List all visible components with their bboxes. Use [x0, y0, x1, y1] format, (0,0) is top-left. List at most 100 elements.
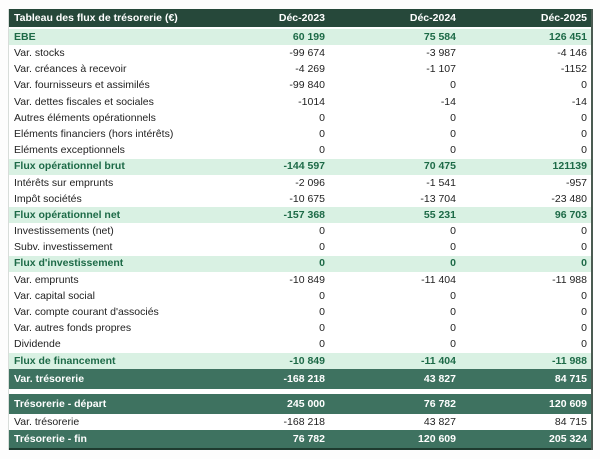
cell-value: -957: [565, 177, 587, 189]
row-label: Var. trésorerie: [14, 373, 85, 385]
table-row: Var. capital social 0 0 0: [9, 288, 591, 305]
table-row: Autres éléments opérationnels 0 0 0: [9, 109, 591, 127]
cell-value: 96 703: [554, 209, 587, 221]
column-header-dec-2025: Déc-2025: [540, 12, 587, 24]
cell-value: -11 988: [552, 274, 587, 286]
cell-value: 0: [319, 339, 325, 350]
cell-value: -157 368: [283, 209, 325, 221]
row-label: Eléments financiers (hors intérêts): [14, 128, 174, 140]
cell-value: -2 096: [295, 177, 325, 189]
cell-value: 84 715: [554, 373, 587, 385]
table-row: Var. créances à recevoir -4 269 -1 107 -115…: [9, 61, 591, 78]
cell-value: 0: [450, 80, 456, 91]
row-label: Flux opérationnel brut: [14, 161, 125, 172]
cell-value: 76 782: [423, 398, 456, 410]
cell-value: 0: [319, 112, 325, 124]
cell-value: 0: [450, 323, 456, 334]
table-row: Var. trésorerie -168 218 43 827 84 715: [9, 413, 591, 431]
row-label: Var. emprunts: [14, 274, 79, 286]
cell-value: 43 827: [423, 416, 456, 428]
cell-value: 84 715: [554, 416, 587, 428]
cell-value: -10 849: [289, 355, 325, 367]
table-row: Trésorerie - départ 245 000 76 782 120 609: [9, 393, 591, 414]
table-row: Eléments exceptionnels 0 0 0: [9, 142, 591, 159]
cell-value: 0: [450, 339, 456, 350]
cell-value: -3 987: [426, 48, 456, 59]
column-header-dec-2023: Déc-2023: [278, 12, 325, 24]
table-row: Var. fournisseurs et assimilés -99 840 0 0: [9, 77, 591, 94]
cash-flow-table: Tableau des flux de trésorerie (€) Déc-2…: [8, 9, 593, 451]
row-label: Flux d'investissement: [14, 258, 124, 269]
cell-value: -1152: [560, 64, 587, 75]
row-label: Flux de financement: [14, 355, 116, 367]
row-label: Trésorerie - départ: [14, 398, 107, 410]
cell-value: 55 231: [423, 209, 456, 221]
cell-value: 0: [581, 226, 587, 237]
table-body: EBE 60 199 75 584 126 451 Var. stocks -99 674…: [9, 29, 591, 451]
row-label: Var. créances à recevoir: [14, 64, 127, 75]
cell-value: -11 988: [551, 355, 587, 367]
table-row: Var. stocks -99 674 -3 987 -4 146: [9, 45, 591, 62]
cell-value: -10 849: [289, 274, 325, 286]
cell-value: -1 541: [426, 177, 456, 189]
table-header-row: Tableau des flux de trésorerie (€) Déc-2…: [9, 9, 591, 29]
table-title: Tableau des flux de trésorerie (€): [14, 12, 178, 24]
cell-value: 0: [450, 258, 456, 269]
row-label: Trésorerie - fin: [14, 433, 87, 445]
row-label: Investissements (net): [14, 226, 114, 237]
table-row: Subv. investissement 0 0 0: [9, 239, 591, 256]
row-label: Var. autres fonds propres: [14, 323, 132, 334]
table-row: Intérêts sur emprunts -2 096 -1 541 -957: [9, 174, 591, 191]
table-row: Var. dettes fiscales et sociales -1014 -14…: [9, 93, 591, 110]
table-row: Var. compte courant d'associés 0 0 0: [9, 304, 591, 321]
table-row: Flux opérationnel brut -144 597 70 475 1211…: [9, 158, 591, 175]
cell-value: -168 218: [283, 416, 325, 428]
row-label: Var. stocks: [14, 48, 65, 59]
cell-value: 0: [319, 258, 325, 269]
cell-value: 205 324: [549, 433, 587, 445]
cell-value: -1014: [298, 96, 325, 108]
cell-value: 0: [581, 80, 587, 91]
cell-value: 0: [450, 290, 456, 302]
cell-value: -4 269: [295, 64, 325, 75]
table-row: Var. trésorerie -168 218 43 827 84 715: [9, 368, 591, 389]
cell-value: 0: [581, 258, 587, 269]
row-gap: [9, 388, 591, 394]
cell-value: 0: [450, 242, 456, 253]
cell-value: 0: [319, 307, 325, 318]
row-label: Flux opérationnel net: [14, 209, 121, 221]
row-label: Subv. investissement: [14, 242, 113, 253]
table-row: Flux opérationnel net -157 368 55 231 96 70…: [9, 207, 591, 224]
cell-value: 0: [319, 290, 325, 302]
cell-value: 0: [319, 128, 325, 140]
cell-value: 0: [581, 290, 587, 302]
cell-value: -4 146: [557, 48, 587, 59]
cell-value: -23 480: [551, 193, 587, 205]
table-row: Dividende 0 0 0: [9, 336, 591, 353]
cell-value: 70 475: [423, 161, 456, 172]
table-row: Var. emprunts -10 849 -11 404 -11 988: [9, 271, 591, 288]
table-row: Investissements (net) 0 0 0: [9, 223, 591, 240]
row-label: Intérêts sur emprunts: [14, 177, 114, 189]
cell-value: 245 000: [287, 398, 325, 410]
cell-value: 0: [450, 226, 456, 237]
row-label: Dividende: [14, 339, 61, 350]
cell-value: -99 674: [289, 48, 325, 59]
cell-value: 0: [581, 323, 587, 334]
cell-value: 0: [581, 128, 587, 140]
row-label: Var. capital social: [14, 290, 95, 302]
cell-value: 120 609: [549, 398, 587, 410]
cell-value: -144 597: [283, 161, 325, 172]
row-label: Var. compte courant d'associés: [14, 307, 159, 318]
cell-value: 121139: [552, 161, 587, 172]
table-row: Impôt sociétés -10 675 -13 704 -23 480: [9, 190, 591, 208]
cell-value: -1 107: [426, 64, 456, 75]
cell-value: 0: [319, 226, 325, 237]
cell-value: 0: [319, 323, 325, 334]
cell-value: 126 451: [549, 31, 587, 43]
table-row: Trésorerie - fin 76 782 120 609 205 324: [9, 430, 591, 451]
cell-value: 0: [581, 145, 587, 156]
cell-value: 0: [450, 128, 456, 140]
row-label: Var. trésorerie: [14, 416, 80, 428]
